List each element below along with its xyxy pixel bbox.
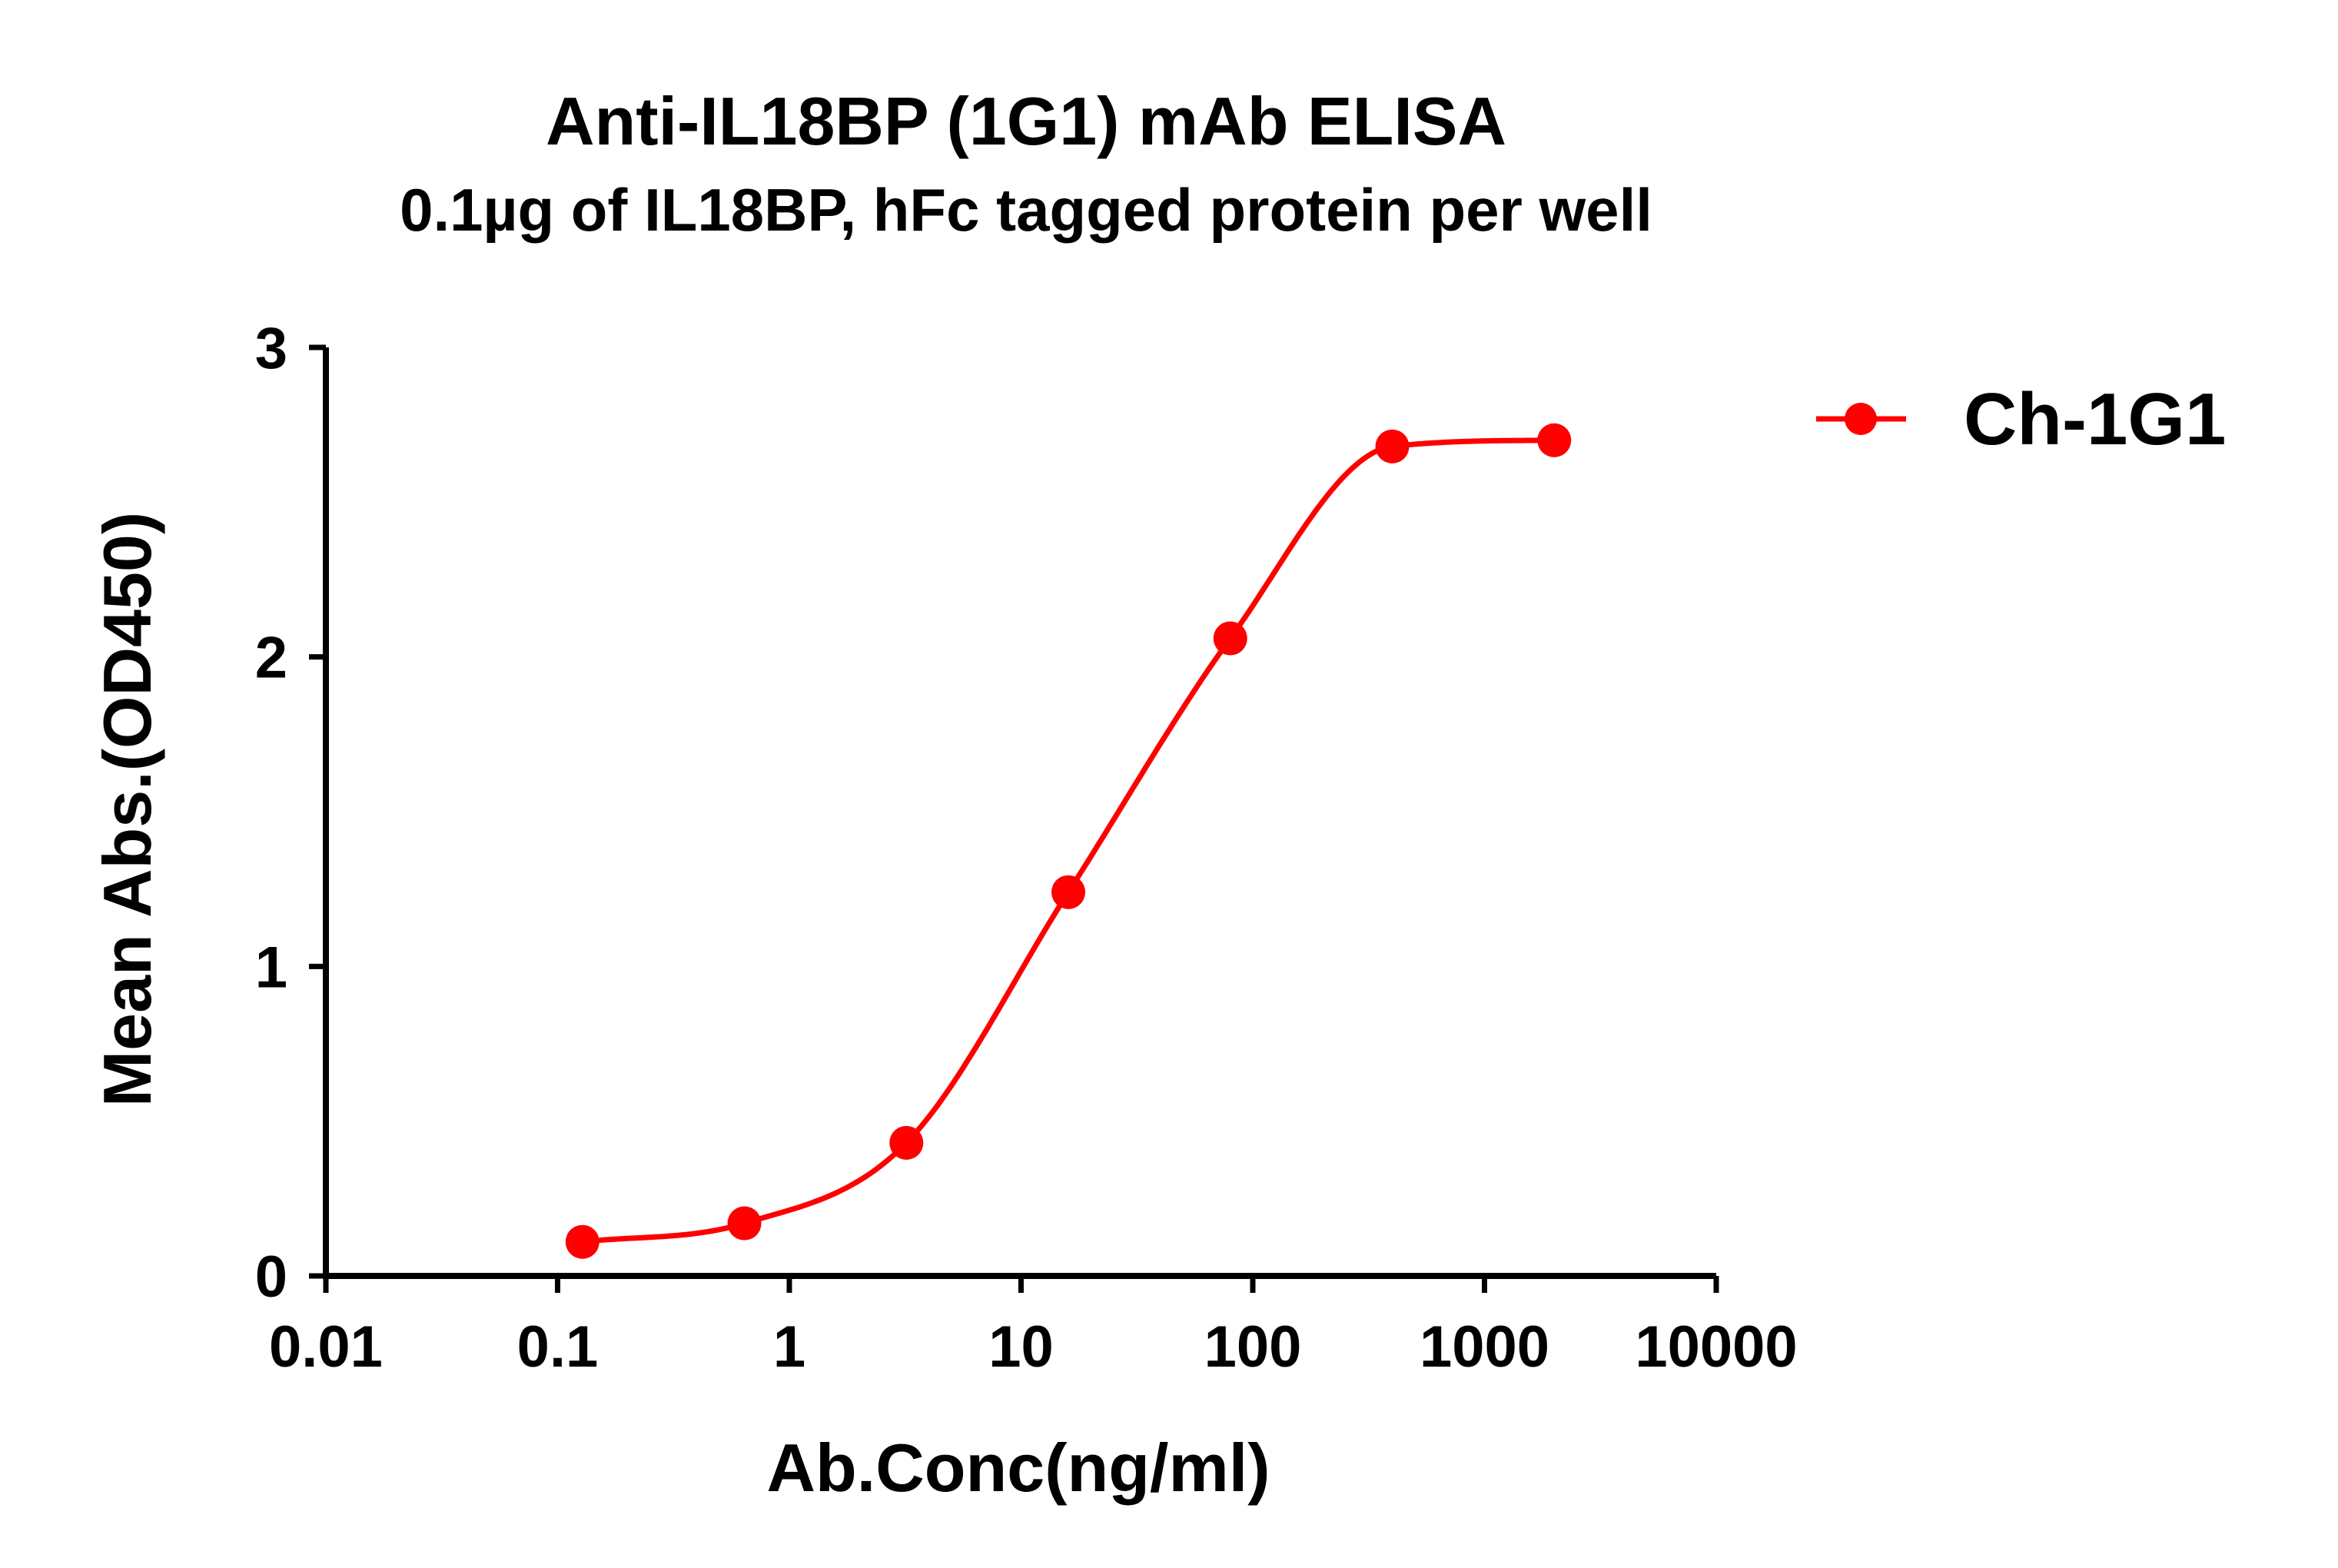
- y-tick-label: 2: [255, 626, 287, 691]
- y-tick-label: 0: [255, 1244, 287, 1310]
- y-ticks: 0 1 2 3: [255, 316, 326, 1310]
- legend-marker: [1845, 403, 1877, 435]
- data-point: [1375, 429, 1410, 463]
- data-point: [1213, 621, 1247, 656]
- data-points: [565, 423, 1572, 1259]
- x-tick-label: 10000: [1635, 1314, 1797, 1380]
- fit-curve: [582, 437, 1555, 1245]
- plot-area: 0.01 0.1 1 10 100 1000 10000 0 1 2 3: [255, 316, 1798, 1380]
- legend: Ch-1G1: [1816, 378, 2226, 460]
- data-point: [1051, 875, 1086, 909]
- y-axis-title: Mean Abs.(OD450): [89, 512, 165, 1107]
- x-tick-label: 1000: [1420, 1314, 1549, 1380]
- data-point: [1537, 423, 1572, 457]
- y-tick-label: 1: [255, 935, 287, 1000]
- x-tick-label: 10: [988, 1314, 1054, 1380]
- x-ticks: 0.01 0.1 1 10 100 1000 10000: [269, 1276, 1798, 1380]
- data-point: [889, 1125, 924, 1160]
- x-axis-title: Ab.Conc(ng/ml): [766, 1430, 1270, 1506]
- x-tick-label: 1: [773, 1314, 805, 1380]
- data-point: [727, 1206, 762, 1241]
- x-tick-label: 0.01: [269, 1314, 383, 1380]
- x-tick-label: 0.1: [517, 1314, 599, 1380]
- x-tick-label: 100: [1204, 1314, 1302, 1380]
- data-point: [565, 1224, 599, 1259]
- legend-label: Ch-1G1: [1964, 378, 2226, 460]
- chart-title: Anti-IL18BP (1G1) mAb ELISA: [546, 83, 1506, 159]
- y-tick-label: 3: [255, 316, 287, 381]
- chart-subtitle: 0.1µg of IL18BP, hFc tagged protein per …: [400, 176, 1652, 244]
